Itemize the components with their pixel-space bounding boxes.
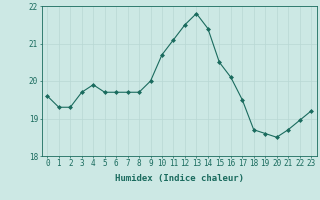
X-axis label: Humidex (Indice chaleur): Humidex (Indice chaleur) [115,174,244,183]
